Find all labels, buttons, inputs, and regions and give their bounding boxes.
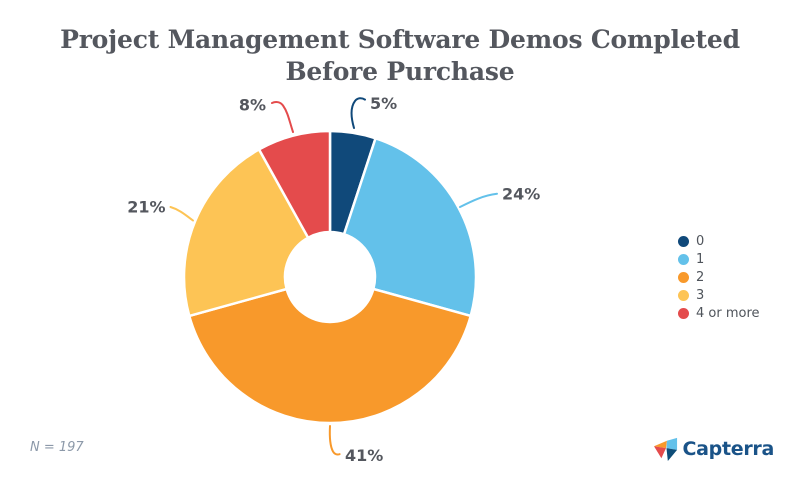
slice-label-0: 5% xyxy=(370,94,397,113)
leader-line-4-or-more xyxy=(271,100,294,133)
leader-line-0 xyxy=(350,97,366,129)
capterra-logo: Capterra xyxy=(653,436,775,462)
legend-item-0: 0 xyxy=(678,232,760,250)
slice-label-2: 41% xyxy=(345,446,383,465)
donut-slice-4-or-more xyxy=(257,129,332,239)
donut-slices xyxy=(182,129,478,425)
legend-swatch-0 xyxy=(678,235,689,247)
chart-title: Project Management Software Demos Comple… xyxy=(0,24,800,88)
chart-title-line2: Before Purchase xyxy=(285,57,515,86)
legend-item-3: 3 xyxy=(678,286,760,304)
legend-item-1: 1 xyxy=(678,250,760,268)
brand-wordmark: Capterra xyxy=(682,438,775,460)
legend-label-2: 2 xyxy=(696,269,705,285)
leader-line-2 xyxy=(328,425,341,456)
legend-swatch-2 xyxy=(678,271,689,283)
leader-line-1 xyxy=(459,192,498,208)
slice-labels: 5% 24% 41% 21% 8% xyxy=(127,94,540,465)
slice-label-3: 21% xyxy=(127,198,165,217)
sample-size-note: N = 197 xyxy=(30,440,84,455)
legend-swatch-1 xyxy=(678,253,689,265)
legend-swatch-4-or-more xyxy=(678,307,689,319)
legend-item-4-or-more: 4 or more xyxy=(678,304,760,322)
legend-label-0: 0 xyxy=(696,233,705,249)
slice-label-4-or-more: 8% xyxy=(239,96,266,115)
legend: 0 1 2 3 4 or more xyxy=(678,232,760,322)
chart-title-line1: Project Management Software Demos Comple… xyxy=(60,25,740,54)
donut-slice-3 xyxy=(182,148,310,318)
slice-label-1: 24% xyxy=(502,185,540,204)
legend-item-2: 2 xyxy=(678,268,760,286)
legend-label-1: 1 xyxy=(696,251,705,267)
donut-slice-2 xyxy=(188,287,472,425)
legend-swatch-3 xyxy=(678,289,689,301)
leader-lines xyxy=(169,97,498,456)
legend-label-4-or-more: 4 or more xyxy=(696,305,760,321)
legend-label-3: 3 xyxy=(696,287,705,303)
leader-line-3 xyxy=(169,206,194,222)
donut-slice-1 xyxy=(342,137,478,318)
capterra-plane-icon xyxy=(653,437,677,461)
